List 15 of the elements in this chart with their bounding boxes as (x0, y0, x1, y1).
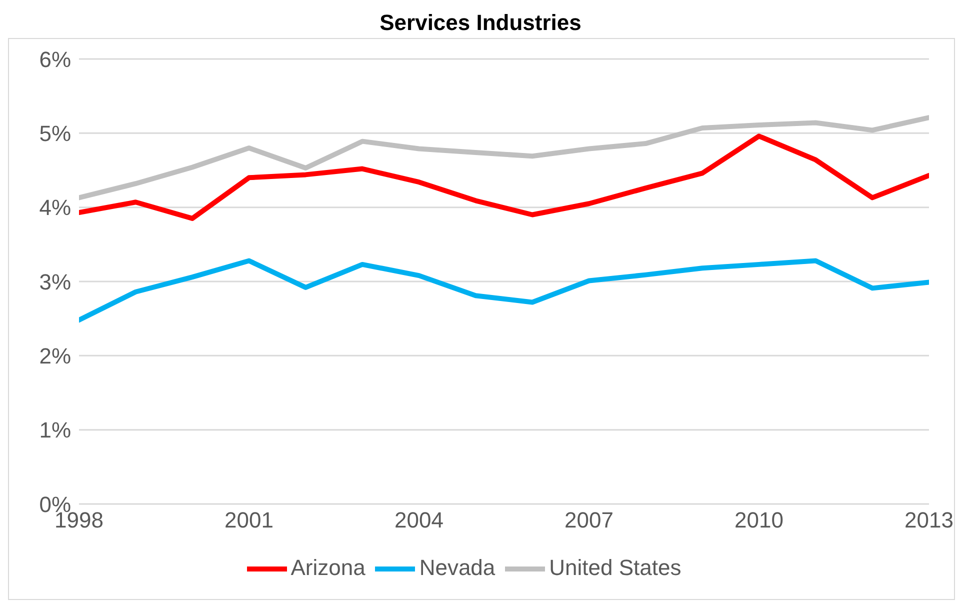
legend-label: Nevada (419, 554, 496, 580)
y-tick-label: 1% (39, 418, 71, 443)
chart-title: Services Industries (378, 9, 582, 37)
x-tick-label: 2013 (904, 508, 954, 533)
y-tick-label: 3% (39, 269, 71, 294)
x-tick-label: 2004 (394, 508, 444, 533)
legend-label: Arizona (290, 554, 366, 580)
y-tick-label: 2% (39, 343, 71, 368)
y-tick-label: 6% (39, 46, 71, 72)
x-tick-label: 2001 (224, 508, 274, 533)
y-tick-label: 4% (39, 195, 71, 220)
legend-label: United States (549, 554, 682, 580)
y-tick-label: 5% (39, 120, 71, 146)
x-tick-label: 2010 (734, 508, 784, 533)
x-tick-label: 2007 (564, 508, 614, 533)
